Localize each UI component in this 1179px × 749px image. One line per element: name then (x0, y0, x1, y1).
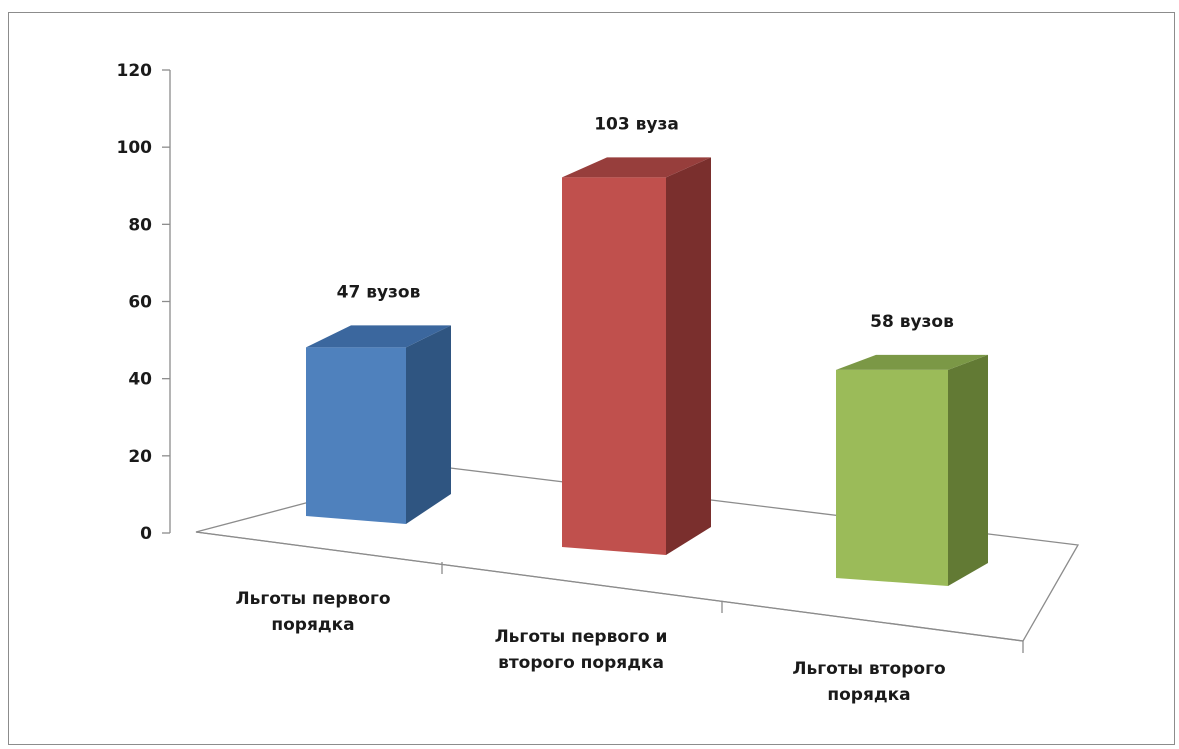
data-label: 47 вузов (337, 282, 421, 302)
category-labels-group: Льготы первого порядка Льготы первого и вто… (235, 589, 945, 705)
data-label: 58 вузов (870, 312, 954, 332)
y-tick-label: 0 (140, 524, 152, 544)
y-tick-label: 120 (117, 61, 153, 81)
bar-side (948, 354, 988, 586)
bar-side (666, 157, 711, 555)
x-axis-line (195, 531, 1024, 642)
y-tick-label: 100 (117, 138, 153, 158)
y-axis-wall (170, 70, 196, 532)
y-tick-label: 60 (128, 293, 152, 313)
category-label: Льготы первого порядка (235, 589, 390, 635)
bar-top (836, 354, 988, 370)
bars-group (306, 157, 988, 586)
y-tick-label: 20 (128, 447, 152, 467)
bar-top (306, 325, 451, 348)
bar-front (836, 369, 948, 586)
bar-top (562, 157, 711, 178)
y-tick-label: 40 (128, 370, 152, 390)
category-label: Льготы первого и второго порядка (495, 627, 668, 673)
y-axis: 0 20 40 60 80 100 120 (117, 61, 196, 544)
bar-2 (562, 157, 711, 555)
bar-front (562, 177, 666, 555)
data-labels-group: 47 вузов 103 вуза 58 вузов (337, 114, 954, 331)
category-label: Льготы второго порядка (792, 659, 945, 705)
bar-front (306, 347, 406, 524)
data-label: 103 вуза (594, 114, 679, 134)
bar-side (406, 325, 451, 524)
bar-1 (306, 325, 451, 524)
y-tick-label: 80 (128, 215, 152, 235)
bar-3 (836, 354, 988, 586)
